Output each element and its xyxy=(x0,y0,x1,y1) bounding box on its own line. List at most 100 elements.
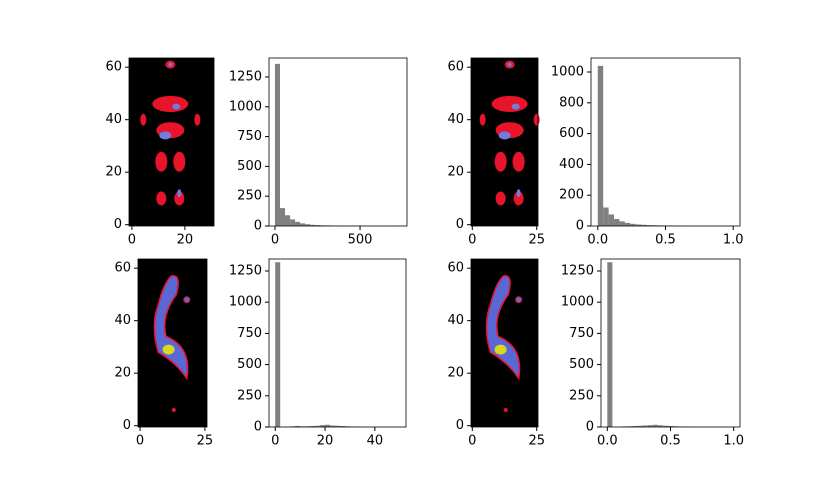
x-tick-label: 0 xyxy=(271,434,279,449)
image-region xyxy=(485,275,521,381)
x-tick-label: 0.5 xyxy=(655,233,676,248)
x-tick-label: 0 xyxy=(468,233,476,248)
histogram-bar xyxy=(275,262,281,427)
y-tick-label: 1250 xyxy=(229,263,262,278)
image-region xyxy=(498,131,511,140)
histogram-bar xyxy=(630,223,636,226)
histogram-bar xyxy=(657,425,663,427)
image-region xyxy=(140,113,147,126)
y-tick-label: 20 xyxy=(447,366,464,381)
y-tick-label: 1250 xyxy=(561,263,594,278)
x-tick-label: 20 xyxy=(177,233,194,248)
image-region xyxy=(513,191,524,206)
histogram-bar xyxy=(637,425,643,427)
subplot: 0 25 0 20 40 60 xyxy=(114,258,214,449)
y-tick-label: 600 xyxy=(559,126,584,141)
y-tick-label: 20 xyxy=(447,165,464,180)
y-tick-label: 0 xyxy=(123,418,131,433)
image-region xyxy=(172,103,181,110)
y-tick-label: 1000 xyxy=(551,65,584,80)
subplot: 0.0 0.5 1.0 0 200 400 600 800 1000 xyxy=(551,57,744,248)
y-tick-label: 750 xyxy=(237,129,262,144)
image-background xyxy=(129,58,214,226)
histogram-bar xyxy=(310,426,316,427)
y-tick-label: 0 xyxy=(114,217,122,232)
histogram-bar xyxy=(295,221,301,226)
subplot: 0 20 40 0 250 500 750 1000 1250 xyxy=(229,258,407,449)
histogram-bar xyxy=(632,426,638,427)
histogram-bar xyxy=(641,224,647,226)
x-tick-label: 25 xyxy=(197,434,214,449)
image-region xyxy=(153,275,189,381)
y-tick-label: 20 xyxy=(105,165,122,180)
image-region xyxy=(515,296,523,304)
histogram-bar xyxy=(607,262,613,427)
x-tick-label: 0 xyxy=(468,434,476,449)
y-tick-label: 0 xyxy=(456,217,464,232)
image-region xyxy=(495,191,506,206)
histogram-bar xyxy=(274,63,280,227)
image-region xyxy=(159,131,172,140)
y-tick-label: 40 xyxy=(447,313,464,328)
y-tick-label: 750 xyxy=(237,326,262,341)
image-region xyxy=(494,344,507,355)
y-tick-label: 500 xyxy=(237,159,262,174)
histogram-bar xyxy=(642,425,648,427)
image-region xyxy=(162,344,175,355)
x-tick-label: 25 xyxy=(528,233,545,248)
histogram-bar xyxy=(339,426,345,427)
image-region xyxy=(155,151,168,172)
histogram-bar xyxy=(320,425,326,427)
y-tick-label: 1000 xyxy=(229,99,262,114)
histogram-bar xyxy=(614,219,620,226)
image-region xyxy=(174,191,185,206)
histogram-bar xyxy=(335,425,340,427)
y-tick-label: 0 xyxy=(254,219,262,234)
axes-frame xyxy=(268,57,408,227)
histogram-bar xyxy=(290,219,296,226)
y-tick-label: 60 xyxy=(447,60,464,75)
histogram-bar xyxy=(325,424,331,427)
x-tick-label: 0 xyxy=(128,233,136,248)
x-tick-label: 20 xyxy=(317,434,334,449)
histogram-bar xyxy=(646,225,652,226)
y-tick-label: 0 xyxy=(254,420,262,435)
x-tick-label: 0.0 xyxy=(597,434,618,449)
y-tick-label: 750 xyxy=(569,326,594,341)
axes-frame xyxy=(137,258,208,428)
y-tick-label: 1000 xyxy=(561,295,594,310)
y-tick-label: 40 xyxy=(447,112,464,127)
y-tick-label: 60 xyxy=(114,261,131,276)
image-region xyxy=(152,95,189,112)
image-region xyxy=(156,191,167,206)
x-tick-label: 40 xyxy=(367,434,384,449)
y-tick-label: 40 xyxy=(114,313,131,328)
y-tick-label: 400 xyxy=(559,157,584,172)
histogram-bar xyxy=(647,425,653,427)
histogram-bar xyxy=(315,425,321,427)
image-region xyxy=(177,189,182,198)
x-tick-label: 0 xyxy=(136,434,144,449)
y-tick-label: 0 xyxy=(456,418,464,433)
x-tick-label: 500 xyxy=(348,233,373,248)
image-region xyxy=(503,407,508,412)
axes-frame xyxy=(470,57,539,227)
y-tick-label: 60 xyxy=(447,261,464,276)
y-tick-label: 1250 xyxy=(229,69,262,84)
axes-frame xyxy=(590,57,741,227)
x-tick-label: 0.5 xyxy=(660,434,681,449)
axes-frame xyxy=(600,258,741,428)
x-tick-label: 25 xyxy=(528,434,545,449)
x-tick-label: 1.0 xyxy=(723,434,744,449)
image-region xyxy=(511,103,520,110)
y-tick-label: 500 xyxy=(569,357,594,372)
histogram-bar xyxy=(608,214,615,226)
y-tick-label: 0 xyxy=(586,420,594,435)
y-tick-label: 0 xyxy=(576,219,584,234)
image-region xyxy=(512,151,525,172)
axes-frame xyxy=(128,57,215,227)
histogram-bar xyxy=(619,221,625,226)
histogram-bar xyxy=(279,208,286,226)
image-region xyxy=(171,407,176,412)
